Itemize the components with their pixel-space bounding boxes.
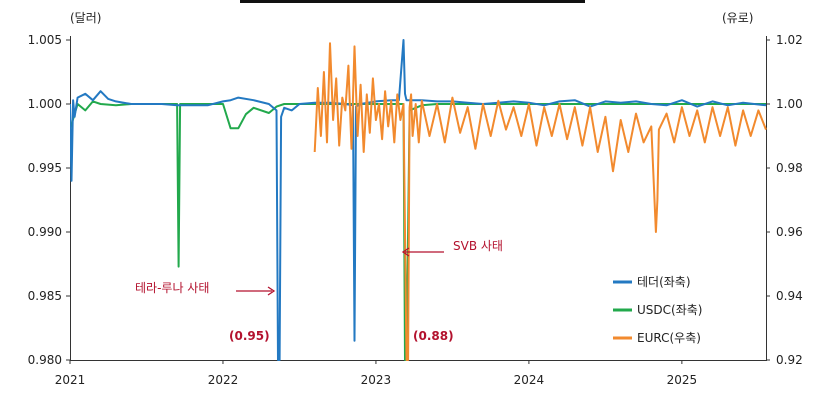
series-line-2 <box>313 42 767 361</box>
x-tick-label: 2022 <box>208 373 239 387</box>
annotation-terra-arrowhead <box>267 286 276 296</box>
annotation-svb: SVB 사태 <box>453 239 503 253</box>
series-line-0 <box>70 39 767 361</box>
right-tick-label: 0.94 <box>776 289 803 303</box>
left-axis-unit: (달러) <box>70 11 101 25</box>
right-tick-label: 0.92 <box>776 353 803 367</box>
right-tick-label: 1.00 <box>776 97 803 111</box>
left-tick-label: 1.005 <box>28 33 62 47</box>
left-tick-label: 0.990 <box>28 225 62 239</box>
annotation-terra-luna: 테라-루나 사태 <box>135 281 209 295</box>
legend-label-usdc: USDC(좌축) <box>637 303 702 317</box>
left-tick-label: 0.995 <box>28 161 62 175</box>
series-layer <box>70 39 767 361</box>
legend-label-tether: 테더(좌축) <box>637 275 691 289</box>
x-tick-label: 2021 <box>55 373 86 387</box>
right-axis-unit: (유로) <box>722 11 753 25</box>
x-tick-label: 2023 <box>361 373 392 387</box>
left-tick-label: 1.000 <box>28 97 62 111</box>
annotation-svb-value: (0.88) <box>413 329 454 343</box>
annotation-svb-arrowhead <box>401 247 410 257</box>
left-axis-ticks: 0.980 0.985 0.990 0.995 1.000 1.005 <box>28 33 70 367</box>
header-underline <box>240 0 585 3</box>
right-tick-label: 0.96 <box>776 225 803 239</box>
left-tick-label: 0.980 <box>28 353 62 367</box>
x-tick-label: 2025 <box>667 373 698 387</box>
x-axis-ticks: 2021 2022 2023 2024 2025 <box>55 360 697 387</box>
legend: 테더(좌축) USDC(좌축) EURC(우축) <box>613 275 702 345</box>
x-tick-label: 2024 <box>514 373 545 387</box>
right-tick-label: 0.98 <box>776 161 803 175</box>
left-tick-label: 0.985 <box>28 289 62 303</box>
right-tick-label: 1.02 <box>776 33 803 47</box>
right-axis-ticks: 0.92 0.94 0.96 0.98 1.00 1.02 <box>766 33 803 367</box>
legend-label-eurc: EURC(우축) <box>637 331 701 345</box>
annotation-terra-value: (0.95) <box>229 329 270 343</box>
